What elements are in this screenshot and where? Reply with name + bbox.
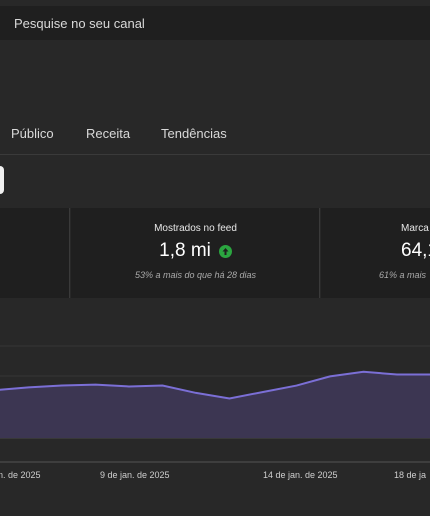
search-input[interactable]: Pesquise no seu canal xyxy=(0,6,430,40)
x-tick-label: 9 de jan. de 2025 xyxy=(100,470,170,480)
x-tick-label: 14 de jan. de 2025 xyxy=(263,470,338,480)
card-value: 1,8 mi xyxy=(159,240,211,261)
date-range-button[interactable] xyxy=(0,166,4,194)
metric-card-marca[interactable]: Marca 64,1 61% a mais xyxy=(321,208,430,298)
card-change: 53% a mais do que há 28 dias xyxy=(134,270,257,280)
metric-card-feed[interactable]: Mostrados no feed 1,8 mi 53% a mais do q… xyxy=(71,208,320,298)
chart-line xyxy=(0,370,430,400)
page-title: l xyxy=(0,66,1,94)
card-value-wrap: 1,8 mi xyxy=(71,240,320,262)
metric-card-partial[interactable] xyxy=(0,208,70,298)
card-label: Mostrados no feed xyxy=(154,223,237,234)
card-label: Marca xyxy=(401,223,429,234)
tab-publico[interactable]: Público xyxy=(11,126,54,141)
x-tick-label: n. de 2025 xyxy=(0,470,41,480)
tab-bar: Público Receita Tendências xyxy=(0,110,430,155)
card-value: 64,1 xyxy=(401,240,430,261)
chart-area xyxy=(0,371,430,438)
metric-cards: Mostrados no feed 1,8 mi 53% a mais do q… xyxy=(0,208,430,298)
card-change: 61% a mais xyxy=(379,270,427,280)
x-tick-label: 18 de ja xyxy=(394,470,427,480)
search-placeholder: Pesquise no seu canal xyxy=(14,15,145,31)
top-bar: Pesquise no seu canal xyxy=(0,0,430,52)
trend-chart xyxy=(0,345,430,463)
tab-tendencias[interactable]: Tendências xyxy=(161,126,227,141)
arrow-up-icon xyxy=(218,244,232,258)
tab-receita[interactable]: Receita xyxy=(86,126,131,141)
